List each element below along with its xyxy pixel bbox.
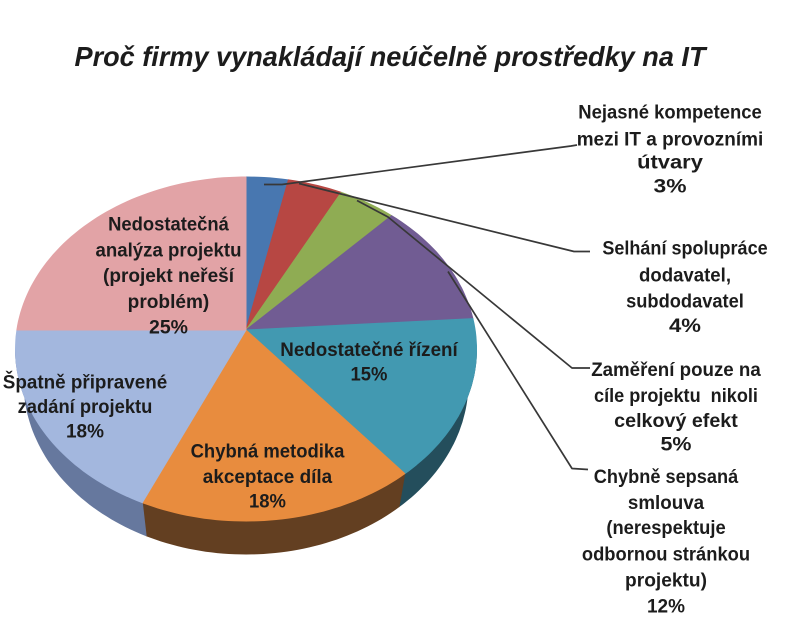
svg-text:útvary: útvary <box>637 153 703 174</box>
svg-text:celkový efekt: celkový efekt <box>614 411 738 432</box>
svg-text:odbornou stránkou: odbornou stránkou <box>582 545 750 566</box>
svg-text:zadání projektu: zadání projektu <box>18 397 153 418</box>
svg-text:Špatně připravené: Špatně připravené <box>3 371 168 393</box>
svg-text:smlouva: smlouva <box>628 493 705 514</box>
svg-text:4%: 4% <box>669 316 701 337</box>
svg-text:subdodavatel: subdodavatel <box>626 292 744 313</box>
svg-text:25%: 25% <box>149 318 188 339</box>
svg-text:dodavatel,: dodavatel, <box>639 266 731 287</box>
svg-text:Proč firmy vynakládají neúčeln: Proč firmy vynakládají neúčelně prostřed… <box>75 41 709 72</box>
svg-text:Selhání spolupráce: Selhání spolupráce <box>602 238 767 259</box>
svg-text:analýza projektu: analýza projektu <box>96 241 242 262</box>
svg-text:Nedostatečná: Nedostatečná <box>108 215 229 236</box>
svg-text:3%: 3% <box>654 177 687 198</box>
svg-text:cíle projektu nikoli: cíle projektu nikoli <box>594 386 758 407</box>
svg-text:projektu): projektu) <box>625 571 707 592</box>
svg-text:18%: 18% <box>249 492 286 513</box>
svg-text:15%: 15% <box>351 365 388 386</box>
svg-text:akceptace díla: akceptace díla <box>203 467 333 488</box>
svg-text:18%: 18% <box>66 421 104 442</box>
svg-text:Nedostatečné řízení: Nedostatečné řízení <box>280 340 458 361</box>
svg-text:mezi IT a provozními: mezi IT a provozními <box>577 130 764 151</box>
svg-text:Zaměření pouze na: Zaměření pouze na <box>591 360 761 381</box>
svg-text:Chybně sepsaná: Chybně sepsaná <box>594 467 739 488</box>
svg-text:5%: 5% <box>661 435 692 456</box>
svg-text:Chybná metodika: Chybná metodika <box>191 441 345 462</box>
svg-text:(nerespektuje: (nerespektuje <box>606 518 725 539</box>
svg-text:(projekt neřeší: (projekt neřeší <box>103 266 235 287</box>
svg-text:12%: 12% <box>647 596 685 617</box>
svg-text:problém): problém) <box>128 292 210 313</box>
svg-text:Nejasné kompetence: Nejasné kompetence <box>578 103 762 124</box>
